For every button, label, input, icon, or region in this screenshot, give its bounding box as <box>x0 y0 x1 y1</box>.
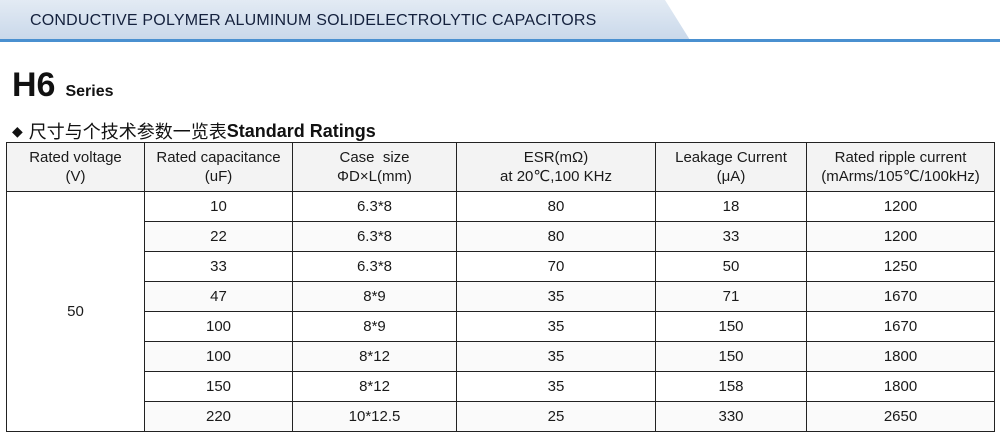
leakage-cell: 33 <box>655 221 807 252</box>
table-row: 100 8*12 35 150 1800 <box>7 341 995 372</box>
table-row: 22 6.3*8 80 33 1200 <box>7 221 995 252</box>
column-header-voltage: Rated voltage (V) <box>6 142 145 192</box>
table-row: 47 8*9 35 71 1670 <box>7 281 995 312</box>
capacitance-cell: 47 <box>144 281 293 312</box>
capacitance-cell: 100 <box>144 311 293 342</box>
rated-voltage-cell: 50 <box>6 191 145 432</box>
leakage-cell: 158 <box>655 371 807 402</box>
ripple-cell: 1250 <box>806 251 995 282</box>
series-title: H6 Series <box>12 66 114 105</box>
leakage-cell: 50 <box>655 251 807 282</box>
esr-cell: 35 <box>456 341 656 372</box>
esr-cell: 70 <box>456 251 656 282</box>
esr-cell: 80 <box>456 221 656 252</box>
leakage-cell: 150 <box>655 311 807 342</box>
leakage-cell: 71 <box>655 281 807 312</box>
case-size-cell: 6.3*8 <box>292 221 457 252</box>
case-size-cell: 10*12.5 <box>292 401 457 432</box>
capacitance-cell: 100 <box>144 341 293 372</box>
leakage-cell: 18 <box>655 191 807 222</box>
case-size-cell: 8*9 <box>292 281 457 312</box>
column-header-esr: ESR(mΩ) at 20℃,100 KHz <box>456 142 656 192</box>
leakage-cell: 150 <box>655 341 807 372</box>
esr-cell: 25 <box>456 401 656 432</box>
section-heading-en: Standard Ratings <box>226 120 376 141</box>
esr-cell: 35 <box>456 311 656 342</box>
case-size-cell: 6.3*8 <box>292 191 457 222</box>
ripple-cell: 1200 <box>806 191 995 222</box>
ripple-cell: 1200 <box>806 221 995 252</box>
banner-title: CONDUCTIVE POLYMER ALUMINUM SOLIDELECTRO… <box>30 12 597 29</box>
esr-cell: 80 <box>456 191 656 222</box>
page-banner: CONDUCTIVE POLYMER ALUMINUM SOLIDELECTRO… <box>0 0 1000 44</box>
series-word: Series <box>65 83 114 100</box>
section-heading-cn: 尺寸与个技术参数一览表 <box>28 122 227 143</box>
capacitance-cell: 22 <box>144 221 293 252</box>
table-row: 33 6.3*8 70 50 1250 <box>7 251 995 282</box>
section-heading: ◆ 尺寸与个技术参数一览表 Standard Ratings <box>12 118 376 144</box>
banner-tab <box>0 0 690 40</box>
series-code: H6 <box>12 66 56 104</box>
table-header-row: Rated voltage (V) Rated capacitance (uF) C… <box>6 142 995 192</box>
diamond-bullet-icon: ◆ <box>12 122 23 139</box>
column-header-capacitance: Rated capacitance (uF) <box>144 142 293 192</box>
capacitance-cell: 220 <box>144 401 293 432</box>
ratings-table: Rated voltage (V) Rated capacitance (uF) C… <box>6 142 995 432</box>
ripple-cell: 1670 <box>806 311 995 342</box>
esr-cell: 35 <box>456 281 656 312</box>
column-header-ripple: Rated ripple current (mArms/105℃/100kHz) <box>806 142 995 192</box>
table-row: 150 8*12 35 158 1800 <box>7 371 995 402</box>
case-size-cell: 8*12 <box>292 371 457 402</box>
banner-underline <box>0 39 1000 42</box>
table-row: 220 10*12.5 25 330 2650 <box>7 401 995 432</box>
ripple-cell: 1800 <box>806 341 995 372</box>
capacitance-cell: 10 <box>144 191 293 222</box>
column-header-leakage: Leakage Current (μA) <box>655 142 807 192</box>
esr-cell: 35 <box>456 371 656 402</box>
capacitance-cell: 150 <box>144 371 293 402</box>
capacitance-cell: 33 <box>144 251 293 282</box>
case-size-cell: 8*9 <box>292 311 457 342</box>
ripple-cell: 2650 <box>806 401 995 432</box>
case-size-cell: 6.3*8 <box>292 251 457 282</box>
ripple-cell: 1800 <box>806 371 995 402</box>
table-row: 100 8*9 35 150 1670 <box>7 311 995 342</box>
ripple-cell: 1670 <box>806 281 995 312</box>
column-header-case-size: Case size ΦD×L(mm) <box>292 142 457 192</box>
table-row: 50 10 6.3*8 80 18 1200 <box>6 191 995 432</box>
case-size-cell: 8*12 <box>292 341 457 372</box>
leakage-cell: 330 <box>655 401 807 432</box>
